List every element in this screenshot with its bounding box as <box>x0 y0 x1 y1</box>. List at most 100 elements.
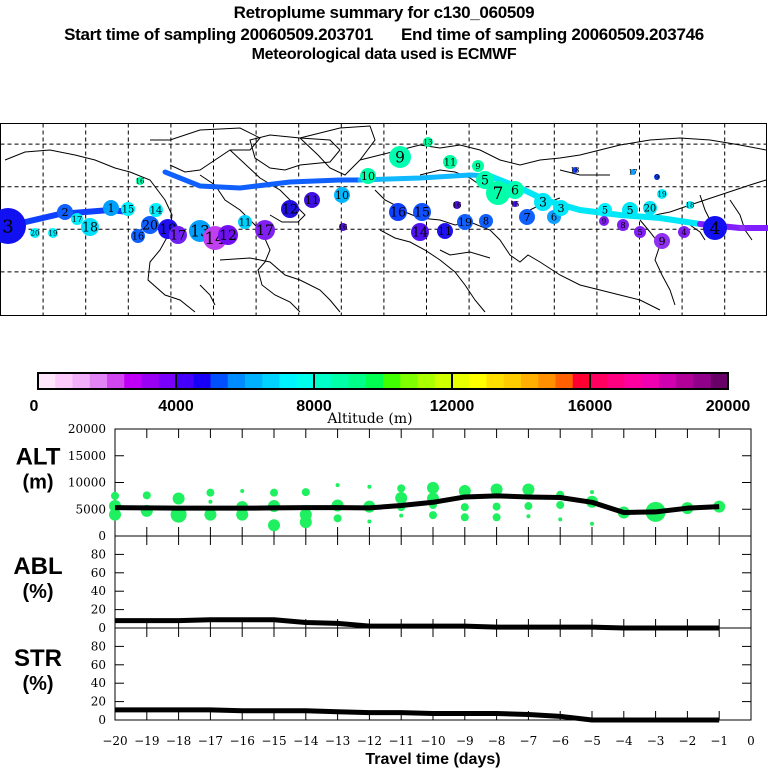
cluster-marker <box>389 146 411 168</box>
cluster-day-label: 11 <box>239 217 251 228</box>
cluster-marker <box>657 189 667 199</box>
y-tick-label: 0 <box>98 529 106 543</box>
cluster-day-label: 4 <box>681 227 686 237</box>
y-tick-label: 40 <box>91 676 106 690</box>
colorbar-segment <box>452 373 470 389</box>
plume-cluster: 8 <box>479 214 493 228</box>
cluster-marker <box>512 201 518 207</box>
cluster-marker <box>334 187 350 203</box>
plume-cluster: 15 <box>121 202 135 216</box>
colorbar-segment <box>262 373 280 389</box>
sampling-times: Start time of sampling 20060509.203701 En… <box>0 25 768 45</box>
colorbar-tick-label: 4000 <box>158 398 194 415</box>
map-grid <box>0 123 767 316</box>
y-tick-label: 10000 <box>68 476 106 490</box>
colorbar-segment <box>176 373 194 389</box>
plume-cluster: 18 <box>686 201 694 209</box>
plume-cluster: 9 <box>472 160 484 172</box>
y-tick-label: 80 <box>91 639 106 653</box>
colorbar-segment <box>124 373 142 389</box>
colorbar-segment <box>227 373 246 389</box>
cluster-marker <box>476 171 494 189</box>
alt-cluster-point <box>429 511 437 520</box>
cluster-marker <box>169 226 187 244</box>
colorbar-segment <box>72 373 91 389</box>
alt-cluster-point <box>301 488 310 497</box>
alt-cluster-point <box>270 488 278 497</box>
y-tick-label: 40 <box>91 584 106 598</box>
cluster-marker <box>598 203 612 217</box>
colorbar-segment <box>38 373 56 389</box>
cluster-marker <box>48 228 58 238</box>
cluster-marker <box>149 203 163 217</box>
plume-cluster: 19 <box>457 214 473 230</box>
cluster-marker <box>654 233 670 249</box>
plume-cluster: 16 <box>453 201 462 209</box>
colorbar-segment <box>693 373 712 389</box>
plume-cluster: 5 <box>476 171 494 189</box>
y-tick-label: 0 <box>98 621 106 635</box>
x-axis-title: Travel time (days) <box>365 751 500 768</box>
cluster-day-label: 6 <box>551 212 557 223</box>
plume-cluster: 12 <box>218 225 238 245</box>
plume-cluster: 10 <box>334 187 350 203</box>
cluster-day-label: 4 <box>710 218 721 238</box>
x-tick-label: −19 <box>134 734 159 748</box>
colorbar-segment <box>521 373 539 389</box>
trajectory-segment <box>0 206 133 231</box>
x-tick-label: −14 <box>293 734 319 748</box>
cluster-day-label: 6 <box>511 182 519 197</box>
plume-cluster: 12 <box>281 200 299 218</box>
cluster-marker <box>443 155 457 169</box>
cluster-day-label: 3 <box>2 216 13 237</box>
cluster-marker <box>389 203 407 221</box>
colorbar-segment <box>572 373 591 389</box>
cluster-day-label: 2 <box>61 206 68 219</box>
cluster-marker <box>103 200 119 216</box>
panel-ylabel: (%) <box>22 581 53 603</box>
x-tick-label: −11 <box>389 734 414 748</box>
y-tick-label: 20000 <box>68 422 106 436</box>
alt-cluster-point <box>492 502 501 511</box>
cluster-day-label: 15 <box>414 204 430 219</box>
cluster-day-label: 20 <box>644 203 656 214</box>
colorbar-tick-label: 20000 <box>706 398 751 415</box>
cluster-day-label: 15 <box>122 204 134 215</box>
cluster-day-label: 20 <box>31 229 40 237</box>
colorbar-frame <box>37 372 729 390</box>
plume-cluster: 16 <box>131 229 145 243</box>
cluster-marker <box>572 167 578 173</box>
cluster-day-label: 9 <box>475 161 480 171</box>
colorbar-segment <box>365 373 384 389</box>
y-tick-label: 0 <box>98 713 106 727</box>
x-tick-label: −1 <box>710 734 728 748</box>
cluster-day-label: 5 <box>481 172 489 187</box>
x-tick-label: −18 <box>166 734 191 748</box>
cluster-marker <box>238 215 252 229</box>
plume-cluster: 5 <box>598 203 612 217</box>
y-tick-label: 60 <box>91 658 106 672</box>
cluster-marker <box>678 226 690 238</box>
plume-cluster: 1 <box>103 200 119 216</box>
colorbar-segment <box>641 373 660 389</box>
panel-ylabel: ALT <box>16 444 61 471</box>
colorbar-segment <box>331 373 349 389</box>
panel-frame <box>114 535 752 629</box>
plume-cluster: 19 <box>657 189 667 199</box>
panel-ylabel: STR <box>14 645 62 672</box>
plume-cluster: 6 <box>506 181 524 199</box>
plume-cluster: 9 <box>599 216 609 226</box>
cluster-marker <box>281 200 299 218</box>
alt-cluster-point <box>335 483 340 488</box>
cluster-marker <box>453 201 461 209</box>
alt-cluster-point <box>206 488 215 497</box>
cluster-day-label: 17 <box>72 214 83 224</box>
x-tick-label: −8 <box>488 734 506 748</box>
panel-ylabel: ABL <box>13 553 62 580</box>
plume-cluster: 18 <box>571 166 580 174</box>
plume-cluster: 7 <box>519 209 535 225</box>
plume-cluster: 19 <box>48 228 58 238</box>
colorbar-segment <box>710 373 729 389</box>
